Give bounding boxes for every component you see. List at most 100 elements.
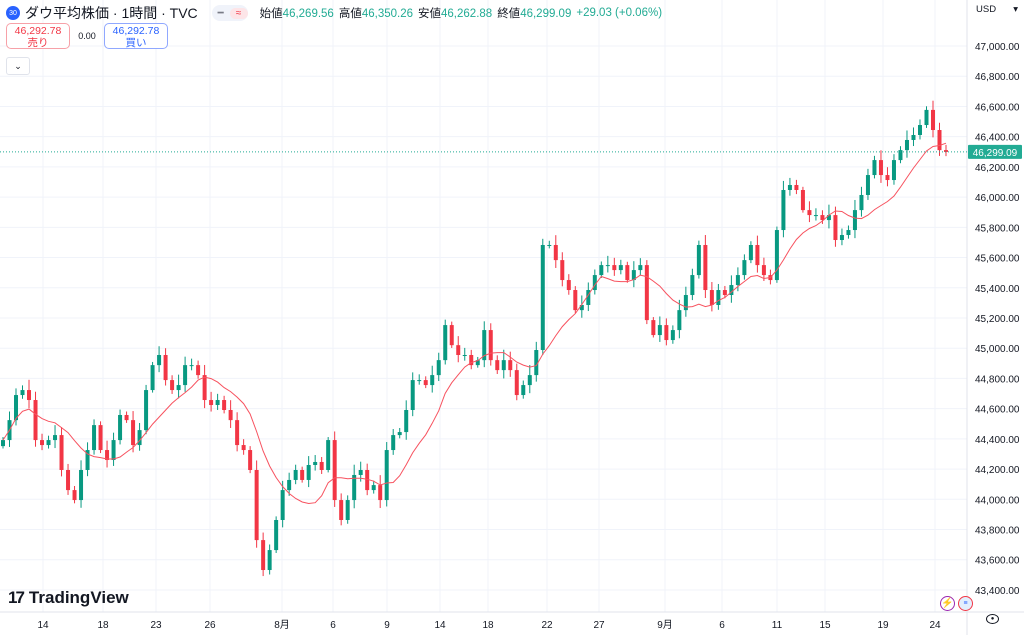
candle-body [475,360,480,366]
candle-body [904,139,909,151]
candle-body [131,420,136,446]
candle-body [586,290,591,305]
price-axis[interactable]: 47,000.00 46,800.00 46,600.00 46,400.00 46,2… [975,42,1020,597]
candle-body [664,325,669,341]
candle-body [300,469,305,480]
price-tick-label: 44,800.00 [975,374,1020,385]
chart-mode-toggle[interactable]: ━ ≈ [211,5,248,21]
candle-body [885,175,890,181]
collapse-button[interactable]: ⌄ [6,57,30,75]
candle-body [235,420,240,446]
time-tick-label: 9月 [657,619,673,631]
buy-price: 46,292.78 [112,25,160,37]
candle-body [560,260,565,281]
chart-header: 30 ダウ平均株価 · 1時間 · TVC ━ ≈ 始値46,269.56 高値… [6,3,662,23]
candle-body [683,295,688,311]
grid-lines [0,0,967,612]
candle-body [729,285,734,296]
time-axis[interactable]: 14 18 23 26 8月 6 9 14 18 22 27 9月 6 11 15 19 24 [37,619,941,631]
candle-body [846,230,851,236]
candle-body [690,275,695,296]
price-tick-label: 46,400.00 [975,133,1020,144]
sell-button[interactable]: 46,292.78 売り [6,23,70,49]
candle-body [79,469,84,501]
candle-body [924,109,929,126]
candle-body [534,350,539,376]
tradingview-logo[interactable]: 17 TradingView [8,588,129,608]
settings-eye-icon[interactable]: ● [986,614,999,624]
time-tick-label: 11 [772,620,783,631]
candle-body [92,425,97,451]
candle-body [371,485,376,491]
currency-select[interactable]: USD ▾ [973,2,1021,16]
candle-body [579,304,584,311]
candle-body [859,194,864,211]
candle-body [937,130,942,151]
sell-price: 46,292.78 [14,25,62,37]
candle-body [722,290,727,296]
candle-body [176,385,181,391]
change-value: +29.03 (+0.06%) [576,7,663,19]
candle-body [40,440,45,446]
us-flag-icon[interactable]: ≡ [958,596,973,611]
candle-body [748,244,753,261]
candle-body [800,189,805,211]
candle-body [508,360,513,371]
buy-button[interactable]: 46,292.78 買い [104,23,168,49]
candle-body [14,395,19,421]
buy-label: 買い [125,37,147,49]
time-tick-label: 27 [593,620,605,631]
price-tick-label: 46,200.00 [975,163,1020,174]
candle-body [820,215,825,221]
close-label: 終値 [497,8,521,20]
candle-body [417,380,422,382]
candle-body [267,550,272,571]
approx-icon[interactable]: ≈ [229,7,248,19]
symbol-title[interactable]: ダウ平均株価 · 1時間 · TVC [25,5,198,21]
chevron-down-icon: ⌄ [14,60,22,71]
candle-body [865,175,870,195]
last-price-badge: 46,299.09 [968,144,1022,159]
candle-body [124,414,129,421]
candle-body [794,185,799,190]
symbol-badge[interactable]: 30 [6,6,20,20]
tradingview-mark-icon: 17 [8,588,25,607]
candle-body [527,375,532,386]
candle-body [573,290,578,311]
candle-body [651,320,656,336]
lightning-icon[interactable]: ⚡ [940,596,955,611]
candle-body [495,360,500,371]
candle-body [163,354,168,381]
time-tick-label: 23 [150,620,162,631]
candle-body [352,474,357,501]
candles [1,100,948,577]
price-tick-label: 44,400.00 [975,435,1020,446]
low-label: 安値 [418,8,442,20]
candle-body [488,330,493,361]
candle-body [449,325,454,346]
low-value: 46,262.88 [441,8,493,20]
candle-body [618,265,623,271]
candle-body [27,390,32,401]
candle-body [170,380,175,391]
price-tick-label: 46,600.00 [975,102,1020,113]
candle-body [345,500,350,521]
candle-body [657,325,662,336]
candle-body [944,150,948,152]
candle-body [261,540,266,571]
candle-body [482,330,487,361]
candle-body [742,260,747,276]
close-value: 46,299.09 [520,8,572,20]
candle-body [716,290,721,305]
candle-body [469,354,474,366]
sell-label: 売り [27,37,49,49]
minus-icon[interactable]: ━ [217,7,224,19]
price-tick-label: 44,600.00 [975,405,1020,416]
candle-body [326,440,331,470]
candle-body [891,160,896,181]
candle-body [137,430,142,446]
high-value: 46,350.26 [361,8,414,20]
candle-body [917,125,922,135]
candle-body [501,360,506,371]
